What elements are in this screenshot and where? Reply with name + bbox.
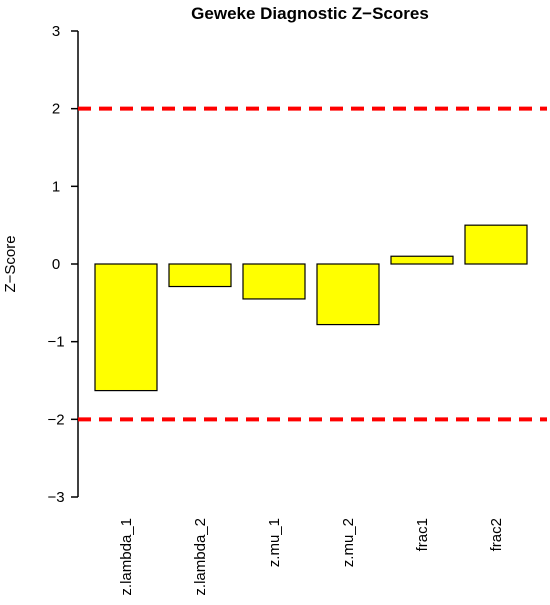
y-tick-label: −2 — [47, 411, 64, 428]
bar-frac2 — [464, 224, 528, 265]
y-tick-label: 3 — [52, 23, 60, 40]
y-axis-label: Z−Score — [2, 235, 19, 292]
y-tick-label: −1 — [47, 334, 64, 351]
bar-z.lambda_2 — [168, 263, 232, 288]
bar-frac1 — [390, 255, 454, 265]
x-category-label: frac1 — [414, 518, 431, 551]
x-category-label: z.lambda_2 — [192, 518, 209, 596]
y-axis-ticks: 3 2 1 0 −1 −2 −3 — [47, 23, 78, 506]
y-tick-label: 2 — [52, 101, 60, 118]
bar-z.mu_2 — [316, 263, 380, 326]
bar-z.lambda_1 — [94, 263, 158, 392]
reference-lines — [78, 106, 547, 422]
x-category-label: frac2 — [488, 518, 505, 551]
x-category-label: z.mu_2 — [340, 518, 357, 567]
bar-z.mu_1 — [242, 263, 306, 300]
x-category-label: z.mu_1 — [266, 518, 283, 567]
chart-title: Geweke Diagnostic Z−Scores — [191, 4, 429, 23]
y-tick-label: 0 — [52, 256, 60, 273]
y-tick-label: −3 — [47, 489, 64, 506]
bar-series — [94, 224, 528, 392]
y-tick-label: 1 — [52, 178, 60, 195]
x-category-label: z.lambda_1 — [118, 518, 135, 596]
x-axis-category-labels: z.lambda_1 z.lambda_2 z.mu_1 z.mu_2 frac1 fra… — [118, 518, 505, 596]
